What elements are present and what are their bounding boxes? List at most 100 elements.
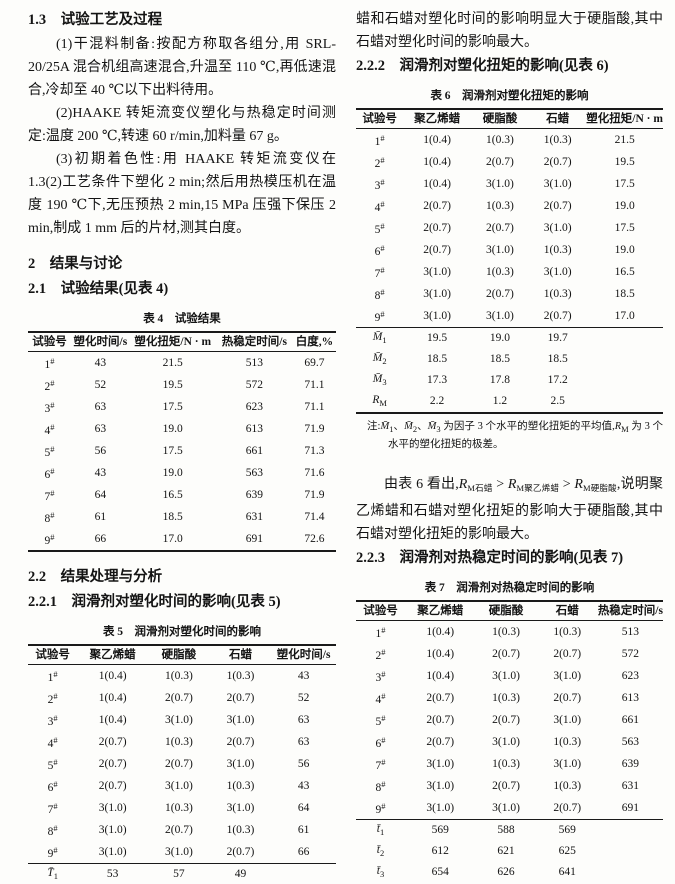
table-cell: 2(0.7) xyxy=(426,691,455,704)
table-cell: 572 xyxy=(245,378,263,391)
table-cell: 19.5 xyxy=(614,155,635,168)
table-cell xyxy=(586,391,663,413)
table-header-cell: 塑化时间/s xyxy=(73,335,128,348)
table-cell xyxy=(586,349,663,370)
table-header-cell: 硬脂酸 xyxy=(488,604,524,617)
table-cell: 1(0.4) xyxy=(98,669,127,682)
table-7-thermal-stability-time: 试验号 聚乙烯蜡 硬脂酸 石蜡 热稳定时间/s 1# 1(0.4) 1(0.3) 1(0.3) 5… xyxy=(356,600,663,884)
table-cell: 1# xyxy=(47,668,58,684)
table-cell: 8# xyxy=(374,286,385,302)
table-cell: 623 xyxy=(621,669,640,682)
table-cell: 3(1.0) xyxy=(164,713,193,726)
table-cell: 3(1.0) xyxy=(423,265,451,278)
table-cell: 2(0.7) xyxy=(98,735,127,748)
table-cell xyxy=(586,370,663,391)
table-header-cell: 石蜡 xyxy=(546,112,570,125)
para-continuation: 蜡和石蜡对塑化时间的影响明显大于硬脂酸,其中石蜡对塑化时间的影响最大。 xyxy=(356,12,663,50)
table-cell xyxy=(598,862,663,883)
table-cell: 2(0.7) xyxy=(423,221,451,234)
table-cell: 57 xyxy=(173,868,185,880)
table-cell: 19.5 xyxy=(162,378,183,391)
table-cell: 61 xyxy=(94,510,107,523)
table-cell: 2(0.7) xyxy=(486,155,514,168)
table-cell: 1(0.4) xyxy=(98,713,127,726)
table-cell: 3(1.0) xyxy=(553,669,582,682)
table-7-caption: 表 7 润滑剂对热稳定时间的影响 xyxy=(424,582,595,594)
table-cell: 1(0.4) xyxy=(426,647,455,660)
right-column: 蜡和石蜡对塑化时间的影响明显大于硬脂酸,其中石蜡对塑化时间的影响最大。 2.2.… xyxy=(356,8,663,884)
table-5-plasticizing-time: 试验号 聚乙烯蜡 硬脂酸 石蜡 塑化时间/s 1# 1(0.4) 1(0.3) 1(0.3) 43… xyxy=(28,644,336,884)
table-cell: 2(0.7) xyxy=(492,647,520,660)
section-heading-2-2-3: 2.2.3 润滑剂对热稳定时间的影响(见表 7) xyxy=(356,550,624,566)
table-cell: 1(0.3) xyxy=(164,801,193,814)
table-cell: 1(0.3) xyxy=(226,823,255,836)
table-5-caption: 表 5 润滑剂对塑化时间的影响 xyxy=(102,626,262,638)
table-cell: 6# xyxy=(47,778,58,794)
table-cell: 1# xyxy=(44,355,55,371)
table-cell: 7# xyxy=(44,487,55,503)
table-cell: 19.7 xyxy=(547,332,568,344)
table-header-cell: 硬脂酸 xyxy=(161,648,197,661)
table-cell: 72.6 xyxy=(304,532,325,545)
table-cell: 6# xyxy=(375,734,386,750)
table-cell: 569 xyxy=(431,824,449,836)
table-cell: 1(0.3) xyxy=(164,669,193,682)
table-cell xyxy=(586,328,663,350)
table-cell: 19.5 xyxy=(427,332,448,344)
table-cell: 3(1.0) xyxy=(492,669,520,682)
table-header-cell: 聚乙烯蜡 xyxy=(414,112,461,125)
table-cell: 53 xyxy=(106,868,119,880)
table-cell xyxy=(271,864,336,884)
table-cell: 639 xyxy=(621,757,640,770)
table-cell: 3(1.0) xyxy=(226,801,255,814)
table-cell: 17.0 xyxy=(162,532,183,545)
table-cell: 2(0.7) xyxy=(486,287,514,300)
table-cell: 513 xyxy=(621,625,640,638)
table-cell: 7# xyxy=(375,756,386,772)
table-cell: 5# xyxy=(375,712,386,728)
table-cell: 8# xyxy=(44,509,55,525)
table-6-plasticizing-torque: 试验号 聚乙烯蜡 硬脂酸 石蜡 塑化扭矩/N · m 1# 1(0.4) 1(0.3) 1(0.… xyxy=(356,108,663,414)
table-cell: 66 xyxy=(94,532,107,545)
table-cell: 1(0.3) xyxy=(492,757,520,770)
table-cell: 4# xyxy=(374,198,385,214)
table-cell: 71.1 xyxy=(304,400,325,413)
table-4-caption: 表 4 试验结果 xyxy=(143,313,221,325)
table-cell: 2(0.7) xyxy=(98,779,127,792)
table-header-cell: 试验号 xyxy=(35,648,70,661)
table-cell: RM xyxy=(372,393,387,408)
table-cell: 19.0 xyxy=(162,422,183,435)
table-cell: 5# xyxy=(47,756,58,772)
table-cell: 1(0.3) xyxy=(492,691,520,704)
table-header-cell: 塑化扭矩/N · m xyxy=(134,335,212,348)
table-cell: 631 xyxy=(245,510,263,523)
table-cell: 18.5 xyxy=(547,353,568,365)
table-cell: 3(1.0) xyxy=(543,265,572,278)
table-cell: 18.5 xyxy=(489,353,511,365)
table-cell: 1(0.4) xyxy=(423,133,451,146)
table-cell: 3(1.0) xyxy=(553,713,582,726)
table-header-cell: 热稳定时间/s xyxy=(221,335,287,348)
table-cell: 3(1.0) xyxy=(426,779,455,792)
table-header-cell: 试验号 xyxy=(363,604,398,617)
table-cell: 5# xyxy=(44,443,55,459)
table-cell: 3# xyxy=(47,712,58,728)
table-cell: 1(0.4) xyxy=(423,155,451,168)
table-cell: 639 xyxy=(245,488,263,501)
table-cell: 1(0.4) xyxy=(423,177,451,190)
table-cell: 71.9 xyxy=(304,422,325,435)
table-cell: t̄2 xyxy=(376,843,385,858)
table-cell: 19.0 xyxy=(614,243,635,256)
table-header-cell: 白度,% xyxy=(295,335,334,348)
table-cell: 18.5 xyxy=(427,353,448,365)
table-cell: 2(0.7) xyxy=(543,309,572,322)
table-cell: 71.9 xyxy=(304,488,325,501)
table-cell: 513 xyxy=(245,356,263,369)
table-cell: 621 xyxy=(497,845,515,857)
table-cell: 7# xyxy=(47,800,58,816)
table-cell: 56 xyxy=(297,757,310,770)
table-cell: 5# xyxy=(374,220,385,236)
para-dry-mix-prep: (1)干混料制备:按配方称取各组分,用 SRL-20/25A 混合机组高速混合,… xyxy=(28,37,336,98)
table-cell: 1(0.3) xyxy=(553,779,582,792)
table-cell: 63 xyxy=(94,400,107,413)
